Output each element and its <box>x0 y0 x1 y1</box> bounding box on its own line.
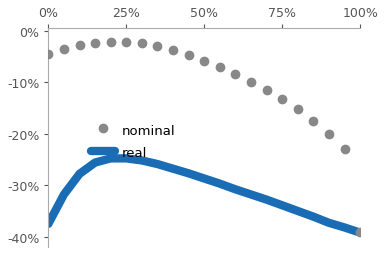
real <box>326 221 331 225</box>
real <box>109 157 113 160</box>
Legend: nominal, real: nominal, real <box>86 118 181 165</box>
real <box>311 215 316 218</box>
nominal <box>233 73 238 76</box>
real <box>124 157 129 160</box>
real <box>77 173 82 176</box>
real <box>186 172 191 175</box>
real <box>342 226 347 229</box>
nominal <box>124 41 129 44</box>
nominal <box>311 120 316 123</box>
real <box>202 177 206 180</box>
real <box>140 159 144 162</box>
real <box>155 163 160 166</box>
nominal <box>140 43 144 46</box>
nominal <box>171 50 175 53</box>
real <box>249 193 253 196</box>
nominal <box>186 55 191 58</box>
nominal <box>295 108 300 112</box>
real <box>171 167 175 170</box>
nominal <box>280 98 285 101</box>
real <box>46 223 51 226</box>
nominal <box>326 133 331 136</box>
nominal <box>77 44 82 47</box>
real <box>218 182 222 185</box>
nominal <box>46 53 51 56</box>
real <box>358 231 362 234</box>
nominal <box>342 148 347 151</box>
Line: real: real <box>49 159 360 233</box>
real <box>264 198 269 201</box>
real <box>280 204 285 207</box>
nominal <box>218 66 222 69</box>
nominal <box>264 89 269 92</box>
real <box>62 193 66 196</box>
nominal <box>249 81 253 84</box>
nominal <box>358 230 362 233</box>
nominal <box>155 45 160 48</box>
real <box>93 161 97 164</box>
nominal <box>93 42 97 45</box>
real <box>295 210 300 213</box>
nominal <box>202 60 206 63</box>
Line: nominal: nominal <box>44 39 364 236</box>
nominal <box>109 41 113 44</box>
real <box>233 188 238 191</box>
nominal <box>62 48 66 51</box>
